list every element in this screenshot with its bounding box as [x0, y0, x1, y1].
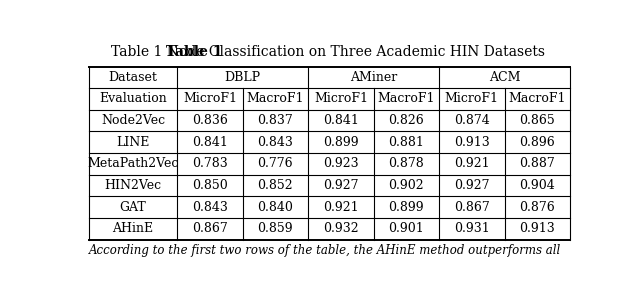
Text: 0.913: 0.913: [454, 136, 490, 149]
Text: LINE: LINE: [116, 136, 150, 149]
Text: 0.881: 0.881: [388, 136, 424, 149]
Text: MetaPath2Vec: MetaPath2Vec: [88, 157, 179, 171]
Text: 0.865: 0.865: [520, 114, 555, 127]
Text: Node2Vec: Node2Vec: [101, 114, 165, 127]
Text: 0.852: 0.852: [258, 179, 293, 192]
Text: 0.878: 0.878: [388, 157, 424, 171]
Text: 0.921: 0.921: [323, 201, 358, 214]
Text: Dataset: Dataset: [109, 71, 157, 84]
Text: 0.850: 0.850: [192, 179, 228, 192]
Text: 0.901: 0.901: [388, 222, 424, 235]
Text: 0.899: 0.899: [388, 201, 424, 214]
Text: 0.923: 0.923: [323, 157, 358, 171]
Text: 0.826: 0.826: [388, 114, 424, 127]
Text: 0.874: 0.874: [454, 114, 490, 127]
Text: 0.913: 0.913: [520, 222, 555, 235]
Text: 0.876: 0.876: [520, 201, 555, 214]
Text: 0.840: 0.840: [257, 201, 293, 214]
Text: 0.931: 0.931: [454, 222, 490, 235]
Text: DBLP: DBLP: [225, 71, 260, 84]
Text: 0.837: 0.837: [257, 114, 293, 127]
Text: ACM: ACM: [489, 71, 520, 84]
Text: 0.843: 0.843: [192, 201, 228, 214]
Text: 0.899: 0.899: [323, 136, 358, 149]
Text: AHinE: AHinE: [113, 222, 154, 235]
Text: Table 1: Table 1: [166, 45, 223, 59]
Text: 0.867: 0.867: [192, 222, 228, 235]
Text: Table 1 Node Classification on Three Academic HIN Datasets: Table 1 Node Classification on Three Aca…: [111, 45, 545, 59]
Text: 0.841: 0.841: [323, 114, 359, 127]
Text: 0.783: 0.783: [192, 157, 228, 171]
Text: MacroF1: MacroF1: [509, 93, 566, 105]
Text: 0.927: 0.927: [454, 179, 490, 192]
Text: 0.921: 0.921: [454, 157, 490, 171]
Text: 0.836: 0.836: [192, 114, 228, 127]
Text: 0.843: 0.843: [257, 136, 293, 149]
Text: 0.896: 0.896: [520, 136, 555, 149]
Text: 0.904: 0.904: [520, 179, 555, 192]
Text: MicroF1: MicroF1: [445, 93, 499, 105]
Text: MacroF1: MacroF1: [378, 93, 435, 105]
Text: 0.776: 0.776: [258, 157, 293, 171]
Text: GAT: GAT: [120, 201, 147, 214]
Text: 0.841: 0.841: [192, 136, 228, 149]
Text: 0.867: 0.867: [454, 201, 490, 214]
Text: According to the first two rows of the table, the AHinE method outperforms all: According to the first two rows of the t…: [89, 244, 561, 257]
Text: 0.932: 0.932: [323, 222, 358, 235]
Text: 0.902: 0.902: [388, 179, 424, 192]
Text: 0.927: 0.927: [323, 179, 358, 192]
Text: HIN2Vec: HIN2Vec: [104, 179, 162, 192]
Text: MacroF1: MacroF1: [246, 93, 304, 105]
Text: Evaluation: Evaluation: [99, 93, 167, 105]
Text: AMiner: AMiner: [350, 71, 397, 84]
Text: MicroF1: MicroF1: [183, 93, 237, 105]
Text: 0.887: 0.887: [520, 157, 555, 171]
Text: 0.859: 0.859: [258, 222, 293, 235]
Text: MicroF1: MicroF1: [314, 93, 368, 105]
